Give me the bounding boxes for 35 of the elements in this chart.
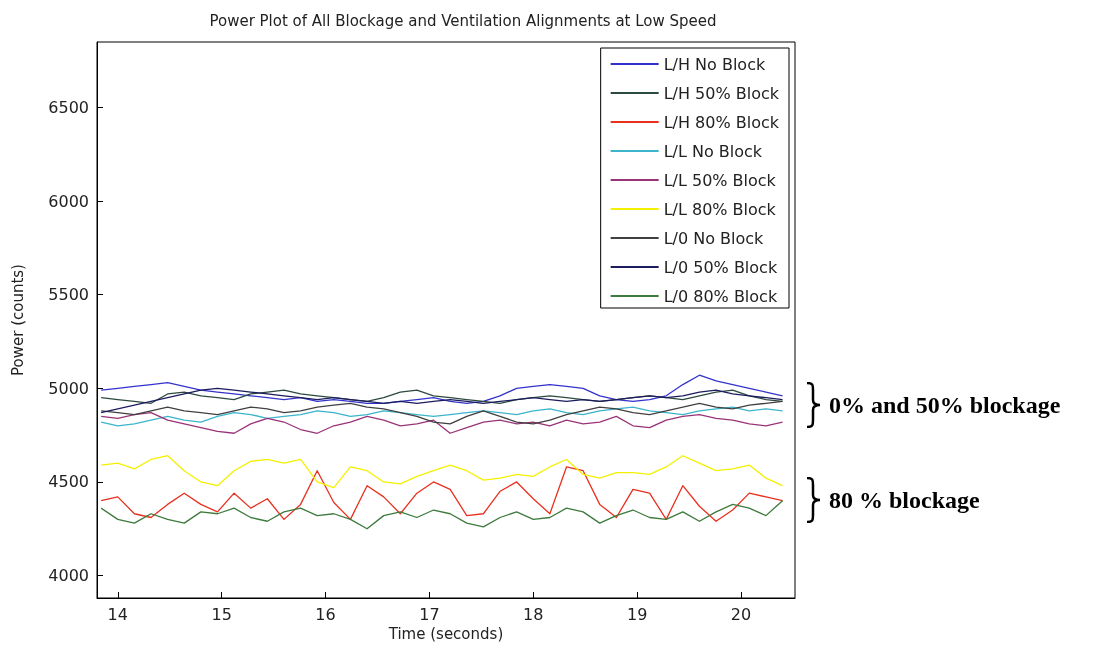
legend-label: L/H 50% Block bbox=[663, 83, 780, 103]
text: 80 % blockage bbox=[829, 486, 980, 514]
line-series bbox=[100, 374, 784, 404]
legend-label: L/0 80% Block bbox=[663, 286, 778, 306]
legend-label: L/L No Block bbox=[663, 141, 763, 161]
legend-label: L/H 80% Block bbox=[663, 112, 780, 132]
line-series bbox=[100, 500, 784, 530]
y-tick-label: 5500 bbox=[48, 285, 89, 305]
legend-label: L/L 50% Block bbox=[663, 170, 777, 190]
x-tick-label: 14 bbox=[107, 604, 128, 624]
line-series bbox=[100, 400, 784, 425]
legend-label: L/0 50% Block bbox=[663, 257, 778, 277]
line-series bbox=[100, 466, 784, 522]
y-axis-title: Power (counts) bbox=[8, 264, 27, 376]
x-axis-title: Time (seconds) bbox=[387, 625, 504, 644]
text: 0% and 50% blockage bbox=[829, 391, 1061, 419]
line-series bbox=[100, 387, 784, 414]
y-tick-label: 6500 bbox=[48, 98, 89, 118]
legend-label: L/L 80% Block bbox=[663, 199, 777, 219]
chart-title: Power Plot of All Blockage and Ventilation Alignments at Low Speed bbox=[209, 11, 717, 30]
line-series bbox=[100, 455, 784, 489]
y-tick-label: 4000 bbox=[48, 566, 89, 586]
legend-label: L/H No Block bbox=[663, 54, 766, 74]
x-tick-label: 18 bbox=[523, 604, 544, 624]
x-tick-label: 19 bbox=[626, 604, 648, 624]
y-tick-label: 4500 bbox=[48, 472, 89, 492]
y-tick-label: 5000 bbox=[48, 378, 89, 398]
x-tick-label: 15 bbox=[211, 604, 232, 624]
line-series bbox=[100, 406, 784, 427]
x-tick-label: 17 bbox=[419, 604, 440, 624]
x-tick-label: 20 bbox=[730, 604, 752, 624]
legend-label: L/0 No Block bbox=[663, 228, 765, 248]
y-tick-label: 6000 bbox=[48, 191, 89, 211]
x-tick-label: 16 bbox=[315, 604, 336, 624]
line-series bbox=[100, 412, 784, 434]
